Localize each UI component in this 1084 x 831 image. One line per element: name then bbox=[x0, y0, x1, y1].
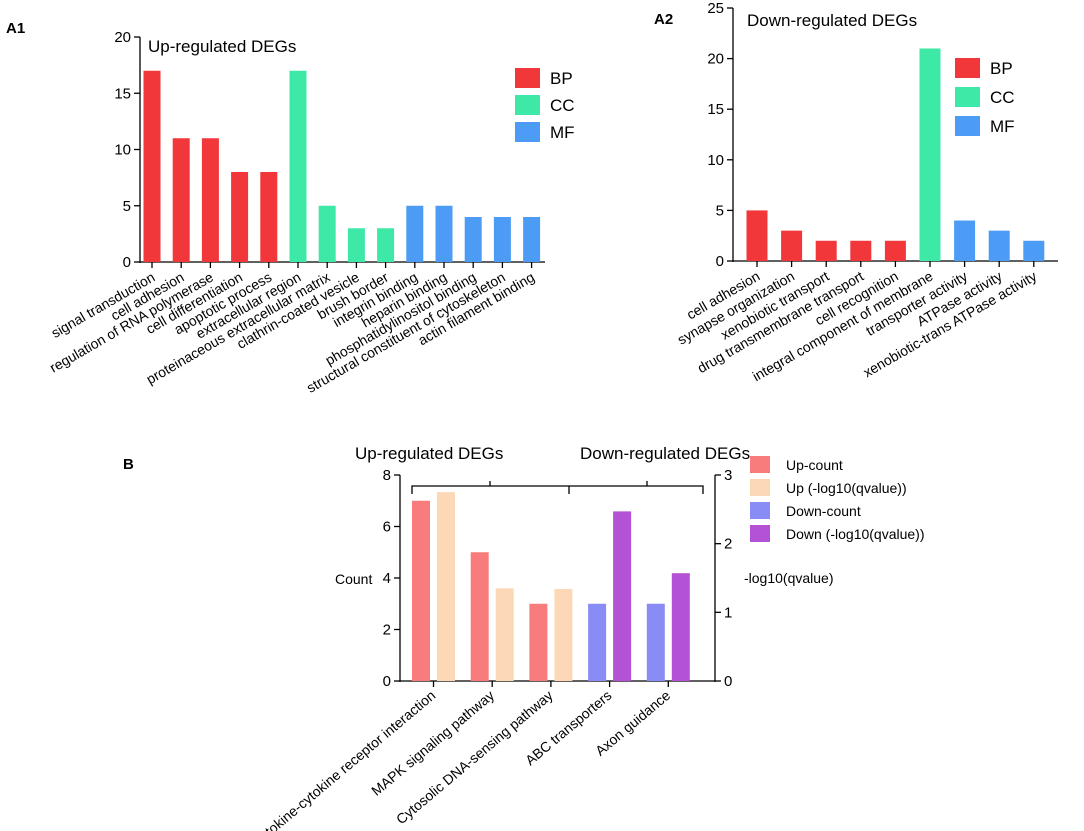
y-tick-label: 15 bbox=[707, 101, 724, 118]
bar-up-log10-qvalue-cytokine-cytokine-receptor-interaction bbox=[437, 492, 455, 681]
y-tick-label: 0 bbox=[123, 254, 131, 271]
legend-label-mf: MF bbox=[550, 123, 575, 142]
y-tick-label: 10 bbox=[707, 152, 724, 169]
legend-swatch-down-log10-qvalue bbox=[750, 525, 770, 542]
bar-phosphatidylinositol-binding bbox=[464, 217, 482, 262]
bar-heparin-binding bbox=[435, 205, 453, 262]
y-tick-label-left: 4 bbox=[383, 570, 391, 587]
chart-b: B Up-regulated DEGs Down-regulated DEGs … bbox=[123, 444, 925, 831]
bar-down-count-abc-transporters bbox=[588, 603, 607, 681]
bar-atpase-activity bbox=[988, 230, 1010, 261]
y-tick-label-left: 2 bbox=[383, 622, 391, 639]
panel-label-a1: A1 bbox=[6, 20, 25, 37]
y-tick-label-left: 8 bbox=[383, 467, 391, 484]
bar-up-count-cytokine-cytokine-receptor-interaction bbox=[412, 500, 430, 681]
legend-label-down-log10-qvalue: Down (-log10(qvalue)) bbox=[786, 526, 925, 542]
bar-brush-border bbox=[377, 228, 395, 262]
legend-label-cc: CC bbox=[550, 96, 575, 115]
bar-synapse-organization bbox=[781, 230, 803, 261]
bar-regulation-of-rna-polymerase bbox=[201, 138, 219, 262]
legend-label-cc: CC bbox=[990, 88, 1015, 107]
panel-label-a2: A2 bbox=[654, 11, 673, 28]
bar-structural-constituent-of-cytoskeleton bbox=[493, 217, 511, 262]
bar-cell-adhesion bbox=[172, 138, 190, 262]
bar-integrin-binding bbox=[406, 205, 424, 262]
y-tick-label: 25 bbox=[707, 0, 724, 17]
bar-drug-transmembrane-transport bbox=[850, 240, 872, 261]
bar-down-count-axon-guidance bbox=[646, 603, 665, 681]
y-tick-label-right: 3 bbox=[724, 467, 732, 484]
bar-up-count-mapk-signaling-pathway bbox=[470, 552, 489, 681]
legend-swatch-mf bbox=[955, 116, 980, 136]
legend-label-bp: BP bbox=[990, 59, 1013, 78]
bar-signal-transduction bbox=[143, 70, 161, 262]
y-axis-title-qvalue: -log10(qvalue) bbox=[744, 570, 834, 586]
group-bracket bbox=[411, 481, 704, 494]
bar-cell-differentiation bbox=[231, 172, 249, 262]
legend-label-up-count: Up-count bbox=[786, 457, 843, 473]
bar-down-log10-qvalue-axon-guidance bbox=[671, 573, 690, 681]
y-tick-label-left: 0 bbox=[383, 673, 391, 690]
y-tick-label: 20 bbox=[707, 51, 724, 68]
y-tick-label: 10 bbox=[114, 142, 131, 159]
bar-up-count-cytosolic-dna-sensing-pathway bbox=[529, 603, 548, 681]
y-tick-label: 5 bbox=[716, 202, 724, 219]
legend-swatch-cc bbox=[955, 87, 980, 107]
y-tick-label: 5 bbox=[123, 198, 131, 215]
chart-title-down-regulated: Down-regulated DEGs bbox=[580, 444, 750, 463]
bar-integral-component-of-membrane bbox=[919, 48, 941, 262]
y-tick-label: 15 bbox=[114, 85, 131, 102]
chart-title-a1: Up-regulated DEGs bbox=[148, 37, 296, 56]
bar-proteinaceous-extracellular-matrix bbox=[318, 205, 336, 262]
panel-label-b: B bbox=[123, 456, 134, 473]
y-tick-label-right: 0 bbox=[724, 673, 732, 690]
y-tick-label: 0 bbox=[716, 253, 724, 270]
bar-up-log10-qvalue-mapk-signaling-pathway bbox=[495, 588, 514, 681]
chart-title-up-regulated: Up-regulated DEGs bbox=[355, 444, 503, 463]
legend-swatch-bp bbox=[515, 68, 540, 88]
y-tick-label-right: 2 bbox=[724, 536, 732, 553]
bar-xenobiotic-trans-atpase-activity bbox=[1023, 240, 1045, 261]
legend-swatch-down-count bbox=[750, 502, 770, 519]
legend-swatch-up-count bbox=[750, 456, 770, 473]
bar-extracellular-region bbox=[289, 70, 307, 262]
chart-title-a2: Down-regulated DEGs bbox=[747, 11, 917, 30]
bar-down-log10-qvalue-abc-transporters bbox=[613, 511, 632, 681]
bar-up-log10-qvalue-cytosolic-dna-sensing-pathway bbox=[554, 588, 573, 681]
y-tick-label-right: 1 bbox=[724, 604, 732, 621]
bar-apoptotic-process bbox=[260, 172, 278, 262]
bar-cell-recognition bbox=[884, 240, 906, 261]
legend-swatch-cc bbox=[515, 95, 540, 115]
bar-cell-adhesion bbox=[746, 210, 768, 261]
bar-actin-filament-binding bbox=[523, 217, 541, 262]
y-tick-label-left: 6 bbox=[383, 519, 391, 536]
legend-label-down-count: Down-count bbox=[786, 503, 861, 519]
legend-label-bp: BP bbox=[550, 69, 573, 88]
bar-clathrin-coated-vesicle bbox=[347, 228, 365, 262]
legend-swatch-mf bbox=[515, 122, 540, 142]
legend-label-mf: MF bbox=[990, 117, 1015, 136]
legend-swatch-up-log10-qvalue bbox=[750, 479, 770, 496]
legend-label-up-log10-qvalue: Up (-log10(qvalue)) bbox=[786, 480, 907, 496]
bar-xenobiotic-transport bbox=[815, 240, 837, 261]
y-axis-title-count: Count bbox=[335, 571, 372, 587]
y-tick-label: 20 bbox=[114, 29, 131, 46]
legend-swatch-bp bbox=[955, 58, 980, 78]
bar-transporter-activity bbox=[954, 220, 976, 261]
